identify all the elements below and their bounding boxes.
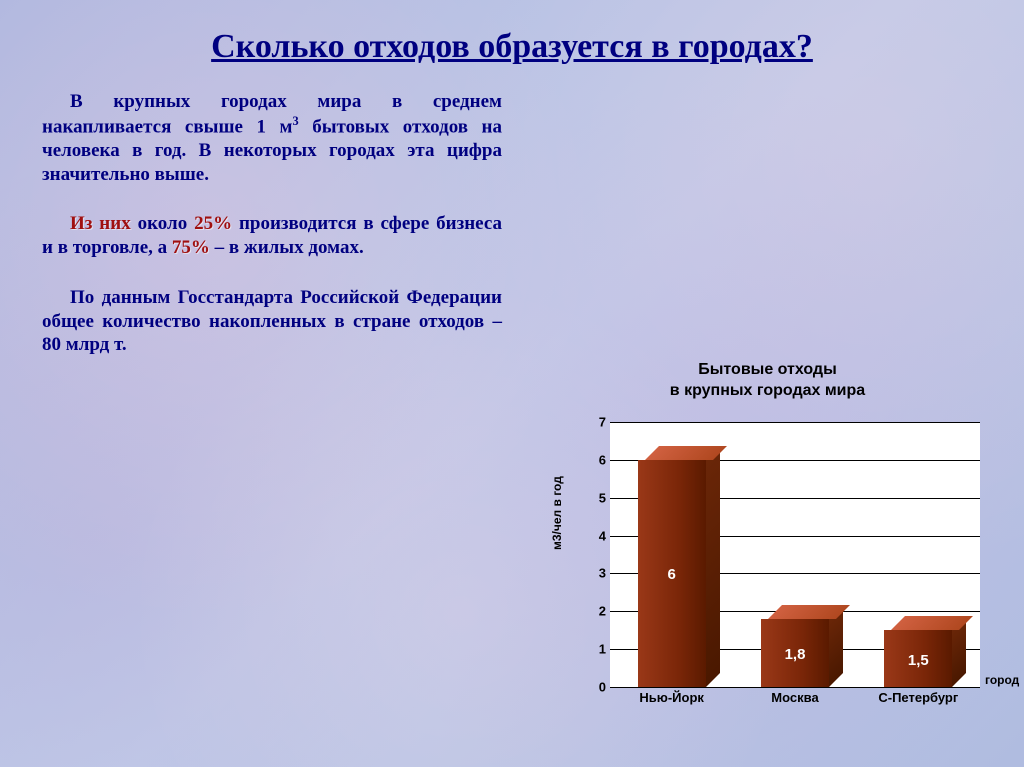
y-tick-label: 1 — [586, 642, 606, 657]
x-tick-label: С-Петербург — [858, 690, 978, 705]
p2-red-3: 75% — [172, 237, 210, 258]
bar-value-label: 1,8 — [761, 646, 829, 663]
y-tick-label: 0 — [586, 680, 606, 695]
bar: 6 — [638, 460, 706, 687]
body-text: В крупных городах мира в среднем накапли… — [42, 90, 502, 383]
grid-line — [610, 687, 980, 688]
bar: 1,8 — [761, 619, 829, 687]
bar: 1,5 — [884, 630, 952, 687]
x-tick-label: Москва — [735, 690, 855, 705]
chart-title: Бытовые отходы в крупных городах мира — [540, 360, 995, 402]
p3-text: По данным Госстандарта Российской Федера… — [42, 287, 502, 356]
bar-side — [706, 446, 720, 687]
chart-container: Бытовые отходы в крупных городах мира м3… — [540, 360, 995, 740]
bar-value-label: 6 — [638, 566, 706, 583]
chart-title-line2: в крупных городах мира — [670, 382, 865, 399]
paragraph-1: В крупных городах мира в среднем накапли… — [42, 90, 502, 186]
x-axis-title: город — [985, 673, 1019, 687]
y-tick-label: 6 — [586, 452, 606, 467]
y-tick-label: 5 — [586, 490, 606, 505]
p2-a: около — [131, 213, 194, 234]
plot-area: 6 1,8 1,5 — [610, 422, 980, 687]
paragraph-2: Из них около 25% производится в сфере би… — [42, 212, 502, 260]
bar-top — [768, 605, 850, 619]
chart-title-line1: Бытовые отходы — [698, 361, 837, 378]
p2-red-2: 25% — [194, 213, 232, 234]
y-tick-label: 7 — [586, 415, 606, 430]
y-tick-label: 4 — [586, 528, 606, 543]
y-tick-label: 3 — [586, 566, 606, 581]
y-tick-label: 2 — [586, 604, 606, 619]
x-tick-label: Нью-Йорк — [612, 690, 732, 705]
bar-top — [645, 446, 727, 460]
p2-c: – в жилых домах. — [210, 237, 364, 258]
paragraph-3: По данным Госстандарта Российской Федера… — [42, 286, 502, 357]
y-axis-title: м3/чел в год — [550, 476, 564, 550]
grid-line — [610, 422, 980, 423]
page-title: Сколько отходов образуется в городах? — [0, 0, 1024, 66]
p2-red-1: Из них — [70, 213, 131, 234]
bar-value-label: 1,5 — [884, 652, 952, 669]
